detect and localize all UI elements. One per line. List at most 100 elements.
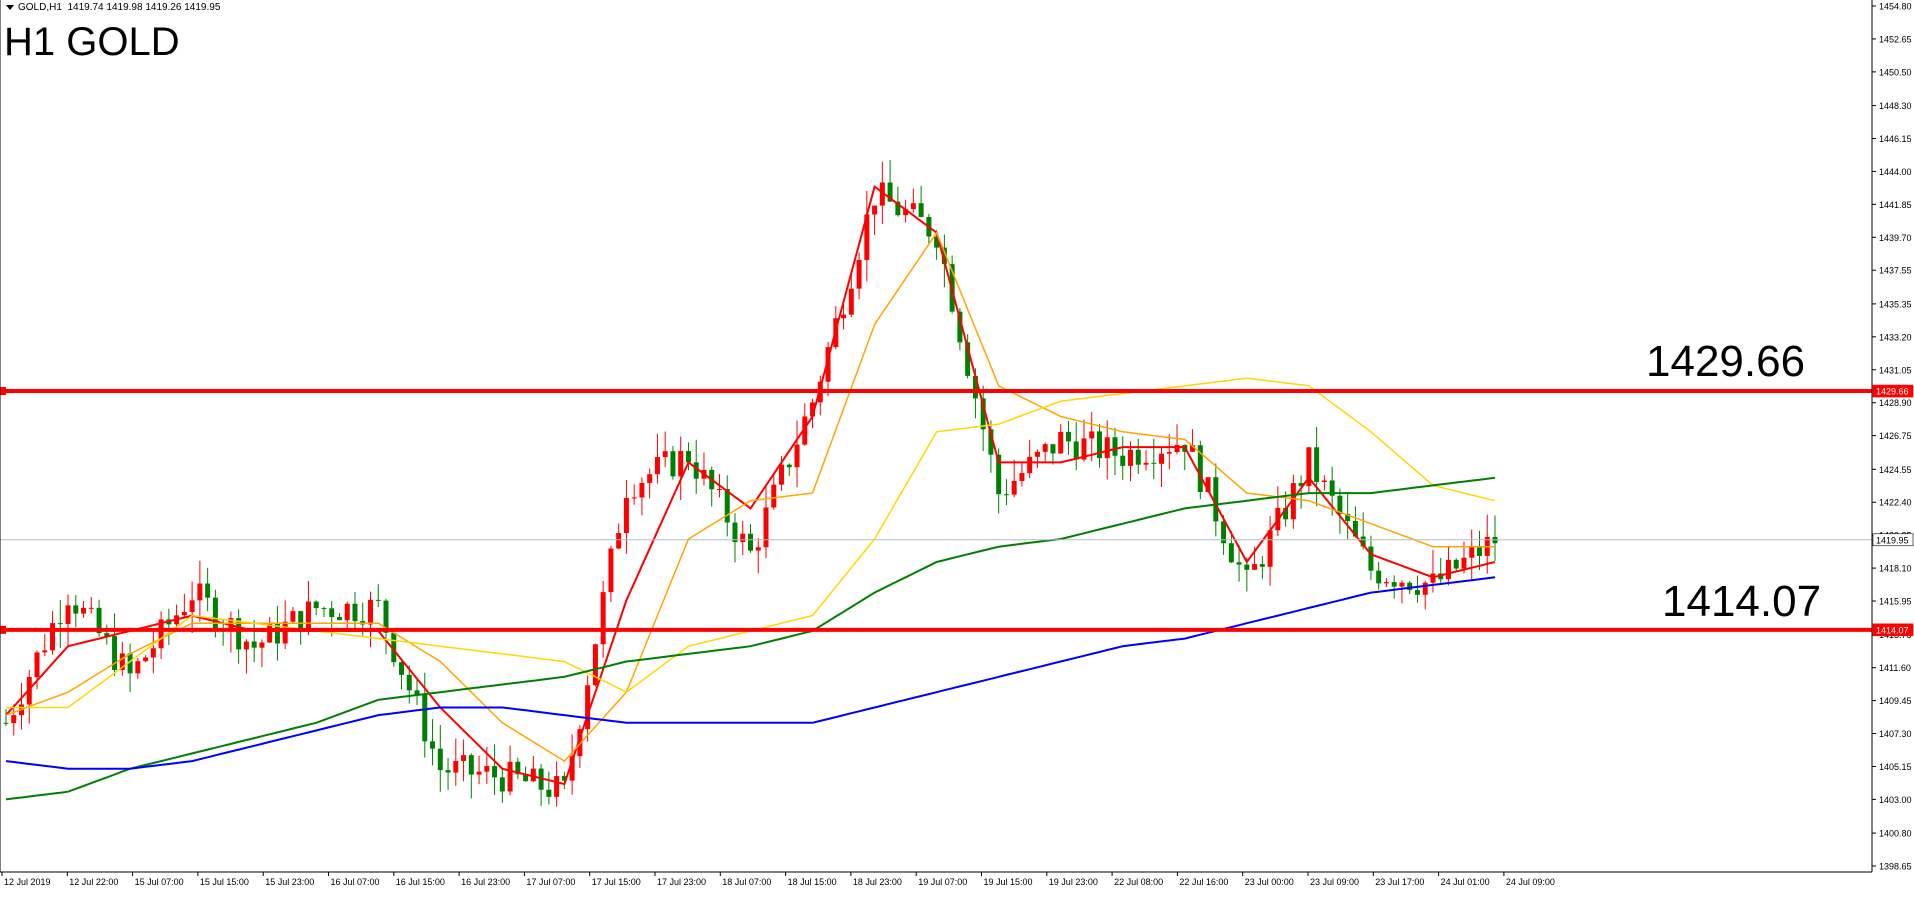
candle-body bbox=[1034, 451, 1040, 457]
candle-body bbox=[143, 657, 149, 662]
y-tick-label: 1407.30 bbox=[1879, 729, 1912, 739]
candle-body bbox=[577, 729, 583, 757]
candle-body bbox=[1120, 455, 1126, 466]
candle-body bbox=[127, 653, 133, 674]
candle-body bbox=[1096, 431, 1102, 459]
candle-body bbox=[305, 601, 311, 632]
candle-body bbox=[352, 603, 358, 622]
candle-body bbox=[585, 685, 591, 730]
upper-price-tag bbox=[1872, 384, 1914, 398]
candle-body bbox=[670, 451, 676, 477]
candle-body bbox=[468, 755, 474, 775]
candle-body bbox=[476, 771, 482, 775]
candle-body bbox=[42, 650, 48, 653]
candle-body bbox=[197, 583, 203, 601]
x-tick-label: 23 Jul 17:00 bbox=[1375, 877, 1424, 887]
candle-body bbox=[1399, 582, 1405, 587]
candle-body bbox=[298, 611, 304, 632]
candle-body bbox=[748, 533, 753, 551]
candle-body bbox=[1368, 546, 1374, 571]
candle-body bbox=[414, 690, 420, 695]
candle-body bbox=[1391, 582, 1397, 587]
candle-body bbox=[1376, 570, 1382, 584]
candle-body bbox=[1469, 546, 1475, 558]
x-tick-label: 18 Jul 15:00 bbox=[788, 877, 837, 887]
y-tick-label: 1424.55 bbox=[1879, 465, 1912, 475]
candle-body bbox=[1166, 452, 1172, 454]
candle-body bbox=[941, 247, 947, 265]
candle-body bbox=[903, 209, 909, 216]
candle-body bbox=[383, 600, 389, 633]
candle-body bbox=[313, 601, 319, 609]
candle-body bbox=[267, 623, 273, 643]
candle-body bbox=[1174, 444, 1180, 453]
x-tick-label: 16 Jul 15:00 bbox=[396, 877, 445, 887]
y-tick-label: 1431.05 bbox=[1879, 365, 1912, 375]
candle-body bbox=[1476, 546, 1482, 556]
x-tick-label: 17 Jul 15:00 bbox=[592, 877, 641, 887]
x-tick-label: 16 Jul 07:00 bbox=[331, 877, 380, 887]
candle-body bbox=[1050, 444, 1056, 454]
ma-green-line bbox=[5, 476, 1496, 801]
candle-body bbox=[212, 597, 218, 629]
lower-price-tag bbox=[1872, 623, 1914, 637]
candle-body bbox=[1003, 494, 1009, 496]
y-tick-label: 1444.00 bbox=[1879, 167, 1912, 177]
candle-body bbox=[1283, 507, 1289, 520]
candle-body bbox=[1213, 477, 1219, 522]
candle-body bbox=[879, 182, 885, 206]
candle-body bbox=[1453, 559, 1459, 569]
candle-body bbox=[274, 623, 280, 644]
lower-level-handle[interactable] bbox=[0, 625, 6, 634]
candle-body bbox=[344, 603, 350, 621]
candle-body bbox=[934, 236, 940, 248]
y-tick-label: 1446.15 bbox=[1879, 134, 1912, 144]
candle-body bbox=[1259, 564, 1265, 567]
candle-body bbox=[608, 548, 614, 593]
candle-body bbox=[1407, 582, 1413, 591]
upper-price-tag-label: 1429.66 bbox=[1876, 387, 1909, 397]
candle-body bbox=[73, 605, 79, 614]
y-tick-label: 1405.15 bbox=[1879, 762, 1912, 772]
candle-body bbox=[755, 547, 761, 551]
dropdown-triangle-icon[interactable] bbox=[6, 4, 14, 10]
candle-body bbox=[1042, 444, 1048, 452]
candle-body bbox=[290, 611, 296, 622]
candle-body bbox=[1228, 543, 1234, 563]
candle-body bbox=[1205, 477, 1211, 493]
candle-body bbox=[856, 259, 862, 289]
candle-body bbox=[367, 599, 373, 625]
x-tick-label: 12 Jul 2019 bbox=[4, 877, 51, 887]
candle-body bbox=[569, 756, 575, 781]
upper-level-handle[interactable] bbox=[0, 387, 6, 396]
y-tick-label: 1441.85 bbox=[1879, 200, 1912, 210]
candle-body bbox=[546, 789, 552, 797]
candle-body bbox=[1360, 536, 1366, 547]
candle-body bbox=[732, 522, 738, 543]
candle-body bbox=[1027, 456, 1033, 474]
candle-body bbox=[740, 533, 746, 543]
candle-body bbox=[422, 694, 428, 742]
candle-body bbox=[461, 755, 467, 761]
candle-body bbox=[158, 619, 164, 649]
x-tick-label: 12 Jul 22:00 bbox=[69, 877, 118, 887]
y-tick-label: 1400.80 bbox=[1879, 829, 1912, 839]
x-tick-label: 15 Jul 07:00 bbox=[135, 877, 184, 887]
candle-body bbox=[1112, 437, 1118, 456]
y-tick-label: 1439.70 bbox=[1879, 233, 1912, 243]
candle-body bbox=[1445, 559, 1451, 580]
candle-body bbox=[685, 451, 691, 463]
candle-body bbox=[189, 600, 195, 613]
candle-body bbox=[1329, 480, 1335, 496]
candle-body bbox=[639, 482, 645, 498]
candle-body bbox=[872, 205, 878, 215]
candle-body bbox=[841, 314, 847, 319]
candle-body bbox=[1422, 582, 1428, 595]
candle-body bbox=[631, 497, 637, 499]
x-tick-label: 24 Jul 01:00 bbox=[1441, 877, 1490, 887]
candle-body bbox=[181, 612, 187, 616]
candle-body bbox=[507, 761, 513, 792]
candle-body bbox=[1104, 437, 1110, 459]
candle-body bbox=[1143, 462, 1149, 465]
